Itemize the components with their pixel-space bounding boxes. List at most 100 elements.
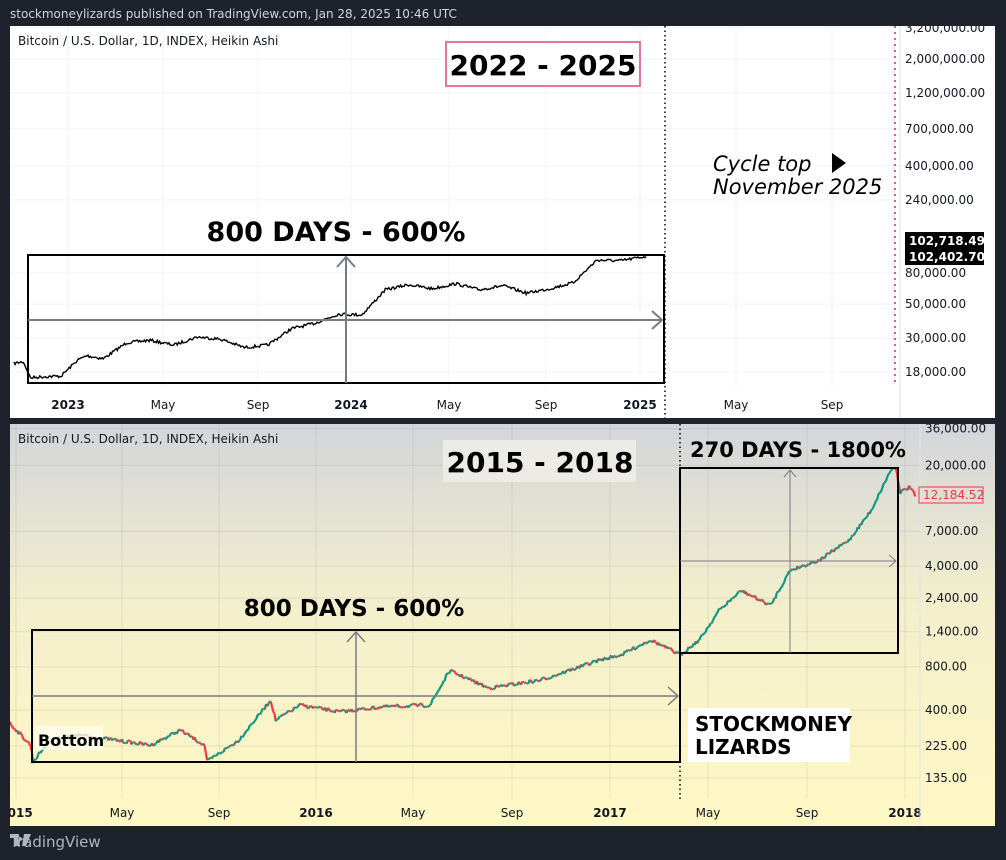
arrow-head-up bbox=[783, 469, 797, 478]
candle bbox=[712, 617, 716, 621]
candle bbox=[262, 707, 265, 711]
candle bbox=[670, 648, 674, 653]
candle bbox=[259, 711, 263, 715]
candle bbox=[310, 704, 313, 708]
candle bbox=[555, 674, 558, 677]
candle bbox=[883, 480, 887, 484]
candle bbox=[849, 536, 853, 541]
candle bbox=[899, 490, 903, 495]
candle bbox=[868, 509, 873, 515]
candle bbox=[283, 712, 287, 716]
candle bbox=[325, 707, 329, 712]
price-tag-high: 102,718.49 bbox=[909, 234, 985, 248]
candle bbox=[784, 575, 788, 580]
cycle-note-line1: Cycle top bbox=[713, 152, 811, 176]
candle bbox=[296, 706, 299, 709]
candle bbox=[761, 598, 765, 603]
candle bbox=[134, 742, 138, 746]
candle bbox=[885, 474, 890, 479]
x-tick-label: 2015 bbox=[10, 806, 33, 820]
candle bbox=[798, 566, 801, 570]
candle bbox=[111, 738, 115, 742]
arrow-head-right bbox=[651, 310, 664, 330]
candle bbox=[305, 704, 309, 709]
candle bbox=[805, 564, 809, 568]
candle bbox=[835, 546, 838, 550]
title-box bbox=[445, 41, 641, 87]
x-tick-label: Sep bbox=[796, 806, 819, 820]
x-tick-label: May bbox=[724, 398, 749, 412]
candle bbox=[582, 663, 586, 666]
candle bbox=[719, 606, 723, 610]
y-tick-label: 700,000.00 bbox=[905, 122, 974, 136]
candle bbox=[144, 741, 147, 745]
candle bbox=[882, 481, 886, 486]
candle bbox=[887, 472, 891, 476]
candle bbox=[785, 573, 789, 577]
candle bbox=[736, 590, 740, 594]
candle bbox=[823, 556, 827, 559]
footer-brand[interactable]: TradingView bbox=[10, 833, 101, 851]
candle bbox=[871, 506, 875, 510]
candle bbox=[463, 676, 466, 680]
candle bbox=[440, 683, 444, 687]
candle bbox=[771, 601, 774, 604]
x-tick-label: Sep bbox=[247, 398, 270, 412]
candle bbox=[841, 542, 844, 546]
x-tick-label: May bbox=[696, 806, 721, 820]
candle bbox=[564, 669, 568, 674]
candle bbox=[436, 689, 440, 693]
candle bbox=[704, 627, 708, 633]
candle bbox=[569, 668, 573, 672]
candle bbox=[228, 744, 232, 748]
y-tick-label: 36,000.00 bbox=[925, 424, 986, 436]
candle bbox=[454, 672, 458, 676]
bottom-label-bg bbox=[35, 726, 103, 750]
candle bbox=[731, 596, 735, 600]
candle bbox=[832, 549, 836, 553]
candle bbox=[523, 681, 526, 684]
x-tick-label: 2025 bbox=[623, 398, 656, 412]
candle bbox=[249, 722, 253, 726]
candle bbox=[27, 741, 31, 745]
range-label-270: 270 DAYS - 1800% bbox=[690, 438, 906, 462]
candle bbox=[427, 705, 430, 708]
candle bbox=[327, 708, 331, 712]
candle bbox=[207, 757, 211, 761]
candle bbox=[10, 724, 14, 728]
candle bbox=[22, 738, 26, 742]
top-chart-svg: 3,200,000.00 2,000,000.00 1,200,000.00 700,… bbox=[10, 26, 985, 418]
candle bbox=[747, 593, 751, 597]
candle bbox=[870, 508, 873, 512]
price-tag-last: 102,402.70 bbox=[909, 250, 985, 264]
candle bbox=[513, 684, 516, 687]
candle bbox=[253, 719, 257, 723]
candle bbox=[503, 684, 507, 687]
candle bbox=[626, 649, 630, 652]
candle bbox=[171, 731, 174, 735]
candle bbox=[523, 681, 527, 685]
candle bbox=[653, 639, 657, 643]
top-chart-panel[interactable]: 3,200,000.00 2,000,000.00 1,200,000.00 700,… bbox=[10, 26, 995, 418]
candle bbox=[175, 731, 179, 735]
candle bbox=[346, 708, 350, 712]
candle bbox=[595, 658, 599, 664]
candle bbox=[556, 673, 560, 677]
watermark-bg bbox=[688, 708, 850, 762]
candle bbox=[296, 703, 300, 708]
range-label: 800 DAYS - 600% bbox=[207, 217, 466, 248]
y-tick-label: 30,000.00 bbox=[905, 331, 966, 345]
candle bbox=[879, 488, 884, 493]
candle bbox=[861, 518, 865, 523]
candle bbox=[860, 521, 864, 526]
price-tag-border bbox=[918, 486, 984, 504]
candle bbox=[266, 703, 270, 707]
candle bbox=[362, 706, 366, 710]
candle bbox=[160, 738, 164, 741]
candle bbox=[630, 648, 634, 652]
candle bbox=[35, 754, 40, 760]
candle bbox=[451, 669, 455, 672]
bottom-chart-panel[interactable]: 36,000.00 20,000.00 7,000.00 4,000.00 2,400.… bbox=[10, 424, 995, 826]
candle bbox=[380, 705, 384, 709]
candle bbox=[701, 633, 704, 637]
